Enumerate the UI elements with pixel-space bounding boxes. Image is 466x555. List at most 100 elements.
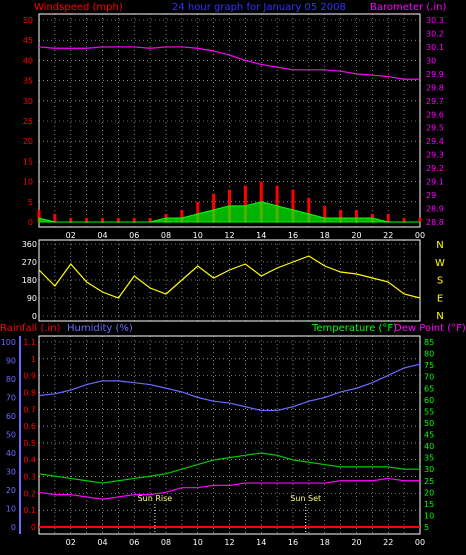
windspeed-tick-label: 45: [23, 36, 33, 45]
humidity-tick-label: 20: [6, 486, 16, 495]
time-tick-label: 12: [224, 538, 234, 547]
barometer-line: [38, 46, 420, 80]
temperature-tick-label: 65: [424, 384, 434, 393]
barometer-tick-label: 29.3: [426, 151, 444, 160]
rainfall-tick-label: 0.4: [23, 456, 36, 465]
time-tick-label: 16: [288, 231, 298, 240]
barometer-tick-label: 28.8: [426, 218, 444, 227]
windspeed-tick-label: 0: [28, 218, 33, 227]
temperature-tick-label: 25: [424, 477, 434, 486]
barometer-tick-label: 29.4: [426, 137, 444, 146]
humidity-grid: [39, 336, 420, 534]
time-tick-label: 22: [383, 538, 393, 547]
time-tick-label: 10: [193, 231, 203, 240]
time-tick-label: 18: [320, 231, 330, 240]
rainfall-tick-label: 0.9: [23, 372, 36, 381]
time-tick-label: 00: [415, 538, 425, 547]
temperature-tick-label: 50: [424, 419, 434, 428]
windspeed-axis: 0 5 10 15 20 25 30 35 40 45 50: [23, 16, 33, 227]
barometer-tick-label: 28.9: [426, 205, 444, 214]
humidity-tick-label: 80: [6, 375, 16, 384]
time-tick-label: 22: [383, 231, 393, 240]
humidity-tick-label: 70: [6, 394, 16, 403]
humidity-tick-label: 40: [6, 449, 16, 458]
temperature-tick-label: 40: [424, 442, 434, 451]
direction-tick-label: 270: [22, 258, 37, 267]
sun-markers: Sun Rise Sun Set: [138, 494, 321, 534]
temperature-tick-label: 20: [424, 488, 434, 497]
rainfall-tick-label: 0.5: [23, 439, 36, 448]
rainfall-tick-label: 0.7: [23, 405, 36, 414]
humidity-tick-label: 0: [11, 523, 16, 532]
rainfall-tick-label: 0.6: [23, 422, 36, 431]
windspeed-tick-label: 30: [23, 97, 33, 106]
humidity-tick-label: 100: [1, 338, 16, 347]
average-wind-area-path: [38, 201, 420, 223]
time-tick-label: 02: [66, 231, 76, 240]
direction-axis: 0 90 180 270 360: [22, 240, 37, 321]
humidity-tick-label: 50: [6, 431, 16, 440]
time-tick-label: 08: [161, 231, 171, 240]
direction-tick-label: 90: [27, 294, 37, 303]
barometer-title: Barometer (.in): [370, 2, 446, 13]
rainfall-tick-label: 0: [31, 523, 36, 532]
humidity-title: Humidity (%): [67, 323, 133, 334]
humidity-tick-label: 10: [6, 505, 16, 514]
barometer-tick-label: 30.1: [426, 43, 444, 52]
humidity-temperature-lines: [38, 363, 421, 528]
rainfall-tick-label: 1: [31, 355, 36, 364]
rainfall-tick-label: 0.3: [23, 473, 36, 482]
barometer-series-line: [38, 46, 420, 80]
wind-direction-line: [38, 255, 421, 299]
time-tick-label: 04: [97, 538, 107, 547]
temperature-tick-label: 35: [424, 454, 434, 463]
time-tick-label: 18: [320, 538, 330, 547]
temperature-tick-label: 75: [424, 361, 434, 370]
barometer-tick-label: 29.7: [426, 97, 444, 106]
barometer-tick-label: 29.8: [426, 83, 444, 92]
direction-tick-label: 360: [22, 240, 37, 249]
time-tick-label: 16: [288, 538, 298, 547]
windspeed-tick-label: 15: [23, 157, 33, 166]
humidity-tick-label: 90: [6, 357, 16, 366]
time-tick-label: 06: [129, 231, 139, 240]
windspeed-tick-label: 25: [23, 117, 33, 126]
rainfall-tick-label: 1.1: [23, 338, 36, 347]
windspeed-tick-label: 20: [23, 137, 33, 146]
rainfall-axis: 0 0.1 0.2 0.3 0.4 0.5 0.6 0.7 0.8 0.9 1 1.1: [23, 338, 36, 532]
barometer-tick-label: 29.9: [426, 70, 444, 79]
temperature-series-line: [38, 452, 420, 484]
windspeed-tick-label: 35: [23, 77, 33, 86]
windspeed-tick-label: 40: [23, 56, 33, 65]
wind-direction-series-line: [38, 255, 421, 299]
temperature-tick-label: 5: [424, 523, 429, 532]
sun-marker-label: Sun Rise: [138, 494, 173, 503]
time-tick-label: 06: [129, 538, 139, 547]
time-tick-label: 08: [161, 538, 171, 547]
temperature-tick-label: 10: [424, 511, 434, 520]
rainfall-title: Rainfall (.in): [0, 323, 61, 334]
barometer-tick-label: 29.1: [426, 178, 444, 187]
time-tick-label: 14: [256, 538, 266, 547]
wind-time-axis: 02 04 06 08 10 12 14 16 18 20 22 00: [66, 231, 425, 240]
temperature-title: Temperature (°F): [311, 323, 397, 334]
time-tick-label: 12: [224, 231, 234, 240]
temperature-tick-label: 60: [424, 396, 434, 405]
compass-label: E: [437, 293, 443, 304]
temperature-tick-label: 80: [424, 350, 434, 359]
barometer-tick-label: 29.6: [426, 110, 444, 119]
average-wind-area: [38, 201, 420, 223]
time-tick-label: 10: [193, 538, 203, 547]
temperature-tick-label: 45: [424, 431, 434, 440]
sun-marker-label: Sun Set: [290, 494, 321, 503]
temperature-tick-label: 55: [424, 407, 434, 416]
windspeed-title: Windspeed (mph): [34, 2, 123, 13]
compass-label: N: [436, 240, 443, 251]
rainfall-tick-label: 0.2: [23, 489, 36, 498]
